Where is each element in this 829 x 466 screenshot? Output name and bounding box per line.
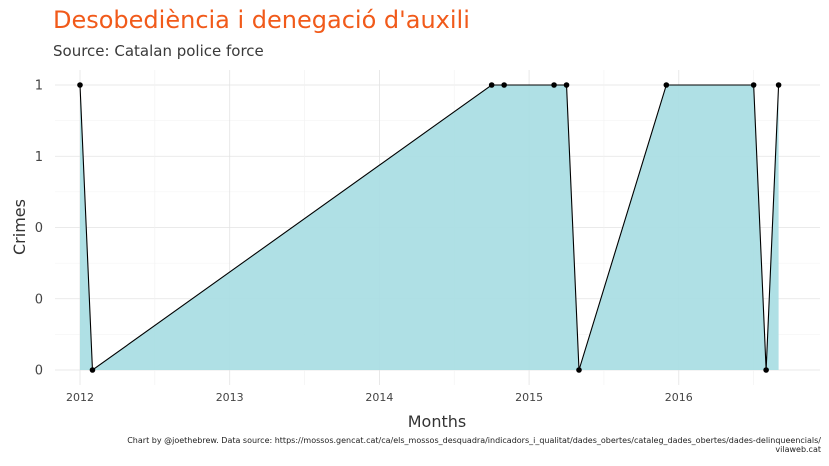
y-tick-label: 0 <box>35 364 43 379</box>
x-tick-label: 2015 <box>515 391 543 404</box>
data-point <box>750 82 757 88</box>
y-axis-title: Crimes <box>10 199 29 255</box>
area-fill <box>80 85 779 370</box>
data-point <box>89 367 96 373</box>
data-point <box>775 82 782 88</box>
data-point <box>663 82 670 88</box>
data-point <box>551 82 557 88</box>
y-tick-label: 1 <box>35 150 43 165</box>
points-layer <box>77 82 782 373</box>
y-tick-label: 0 <box>35 292 43 307</box>
data-point <box>77 82 83 88</box>
chart-subtitle: Source: Catalan police force <box>53 42 264 60</box>
data-point <box>488 82 495 88</box>
y-tick-labels: 0 0 0 1 1 <box>35 79 43 379</box>
y-tick-label: 0 <box>35 221 43 236</box>
x-tick-labels: 2012 2013 2014 2015 2016 <box>66 391 693 404</box>
x-tick-label: 2016 <box>665 391 693 404</box>
x-axis-title: Months <box>408 412 466 431</box>
data-point <box>763 367 769 373</box>
data-point <box>501 82 507 88</box>
x-tick-label: 2012 <box>66 391 94 404</box>
y-tick-label: 1 <box>35 79 43 94</box>
caption-source: Chart by @joethebrew. Data source: https… <box>127 436 821 445</box>
chart-title: Desobediència i denegació d'auxili <box>53 6 470 34</box>
caption: Chart by @joethebrew. Data source: https… <box>127 436 821 454</box>
data-point <box>576 367 582 373</box>
data-point <box>563 82 570 88</box>
area-layer <box>80 85 779 370</box>
caption-site: vilaweb.cat <box>775 445 821 454</box>
x-tick-label: 2013 <box>216 391 244 404</box>
x-tick-label: 2014 <box>365 391 393 404</box>
